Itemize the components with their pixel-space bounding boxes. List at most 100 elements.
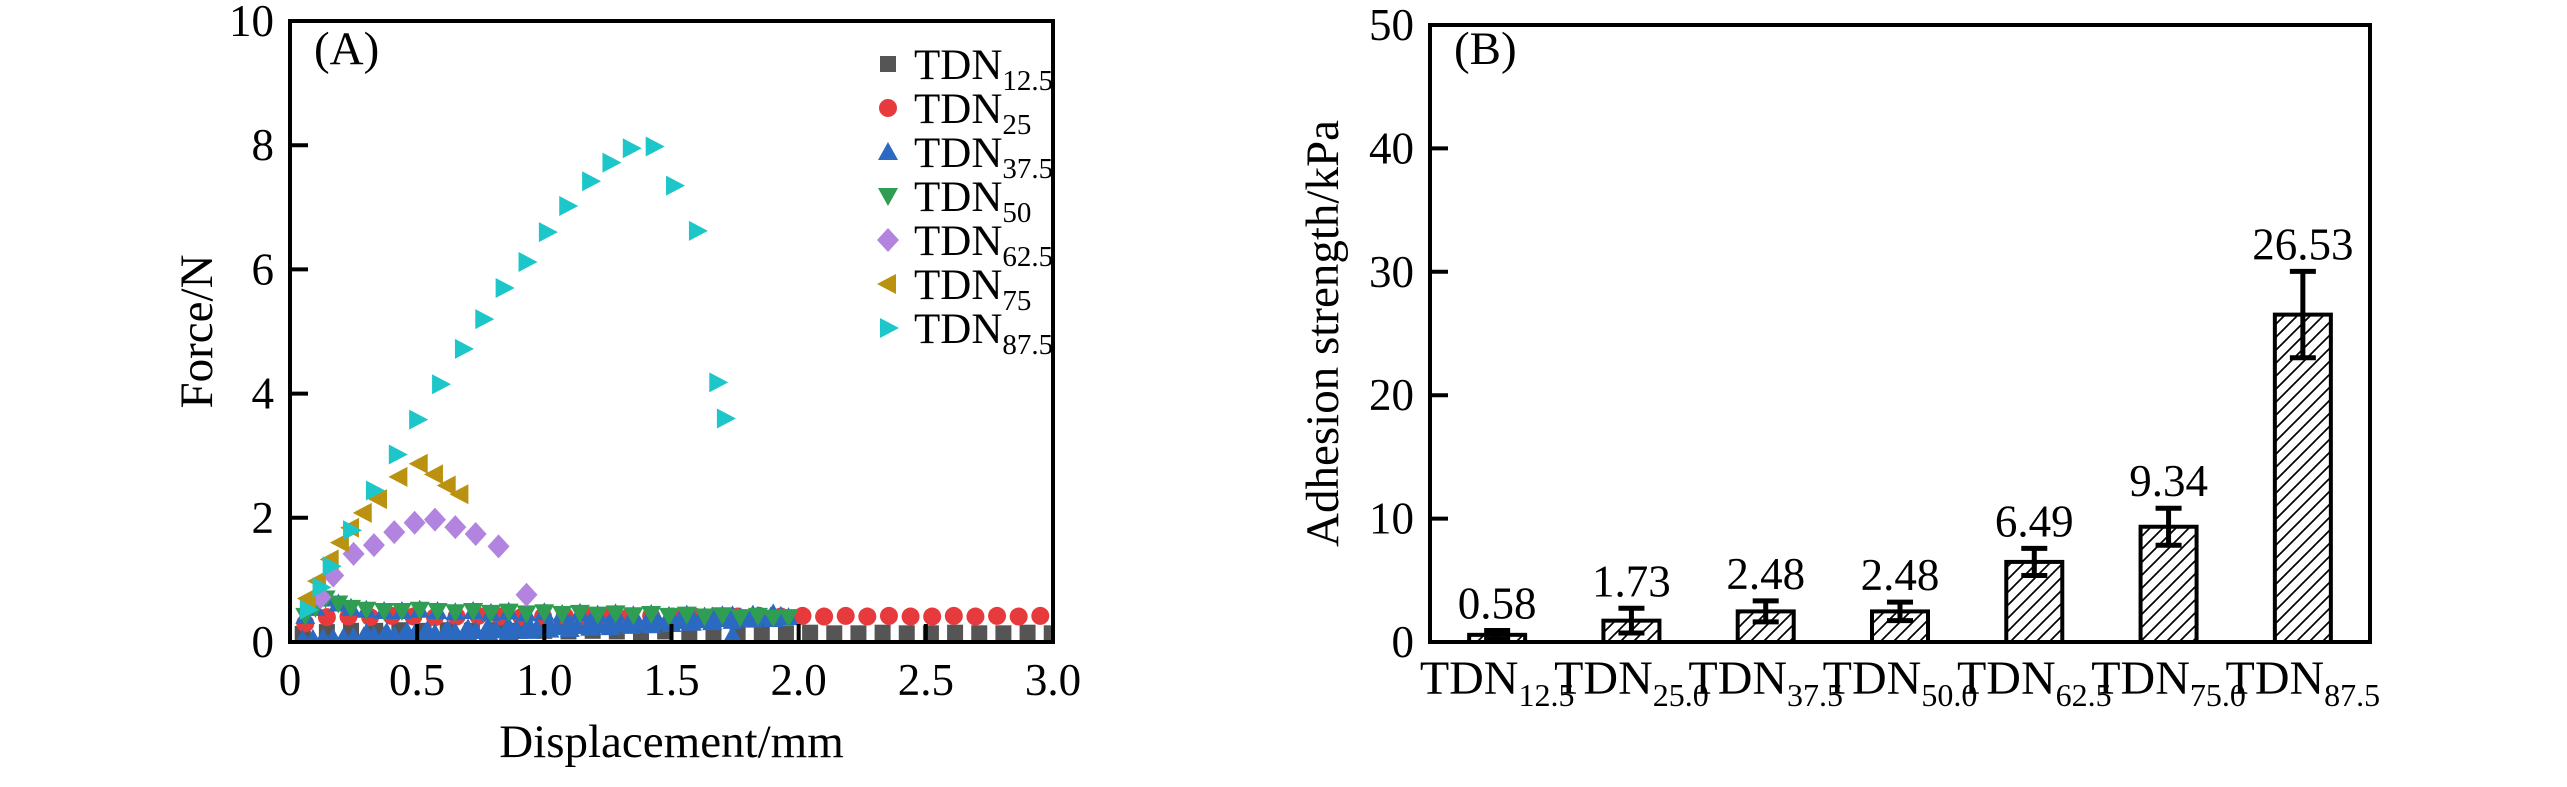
data-point: [988, 606, 1007, 625]
data-point: [747, 607, 768, 626]
data-point: [622, 138, 642, 159]
data-point: [901, 607, 920, 626]
data-point: [409, 601, 430, 620]
data-point: [793, 606, 812, 625]
legend-marker-square-icon: [880, 56, 896, 72]
data-point: [858, 607, 877, 626]
data-point: [623, 607, 644, 626]
data-point: [947, 624, 964, 641]
y-tick-label: 10: [229, 0, 274, 46]
data-point: [356, 601, 377, 620]
data-point: [605, 605, 626, 624]
data-point: [971, 625, 988, 642]
data-point: [388, 444, 408, 465]
data-point: [1031, 606, 1050, 625]
y-axis: 0 2 4 6 8 10: [229, 0, 308, 667]
data-point: [423, 507, 446, 532]
data-point: [299, 599, 319, 620]
data-point: [356, 623, 377, 642]
bar-value-label: 9.34: [2129, 456, 2208, 506]
y-tick-label: 6: [252, 244, 275, 294]
y-tick-label: 10: [1369, 494, 1414, 544]
data-point: [518, 251, 538, 272]
data-point: [432, 374, 452, 395]
y-tick-label: 2: [252, 493, 275, 543]
data-point: [295, 629, 310, 642]
plot-box: [1428, 23, 2372, 644]
data-point: [495, 278, 515, 299]
data-point: [315, 628, 331, 642]
bars: 0.58 1.73 2.48 2.48 6.49 9.34 26.53: [1458, 219, 2353, 644]
legend-marker-triangle-up-icon: [878, 142, 898, 160]
legend-marker-diamond-icon: [877, 228, 899, 252]
x-tick-label: 0: [279, 655, 302, 705]
y-tick-label: 8: [252, 120, 275, 170]
data-point: [602, 152, 622, 173]
data-point: [427, 602, 448, 621]
x-tick-label: 2.0: [771, 655, 827, 705]
data-point: [709, 372, 729, 393]
data-point: [944, 606, 963, 625]
data-point: [826, 625, 843, 642]
data-point: [445, 604, 466, 623]
data-point: [815, 607, 834, 626]
legend-marker-triangle-down-icon: [878, 188, 898, 206]
x-tick-label: 3.0: [1025, 655, 1081, 705]
data-point: [478, 622, 499, 641]
data-point: [620, 615, 641, 634]
data-point: [879, 606, 898, 625]
data-point: [396, 621, 417, 640]
y-tick-label: 50: [1369, 0, 1414, 50]
data-point: [437, 619, 458, 638]
data-point: [1009, 607, 1028, 626]
panel-a-scatter-chart: 0 0.5 1.0 1.5 2.0 2.5 3.0 0 2 4 6 8 10 Displacement/m…: [171, 0, 1081, 768]
data-point: [403, 510, 426, 535]
x-tick-label: 1.5: [643, 655, 699, 705]
series-TDN50: [295, 590, 799, 628]
data-point: [587, 606, 608, 625]
data-point: [475, 309, 495, 330]
x-axis-title: Displacement/mm: [499, 716, 844, 768]
data-point: [487, 534, 510, 559]
legend-marker-circle-icon: [879, 99, 897, 117]
panel-b-bar-chart: 0.58 1.73 2.48 2.48 6.49 9.34 26.53 TDN12.5TDN2…: [1297, 0, 2380, 713]
data-point: [600, 617, 621, 636]
error-bar: [2155, 505, 2182, 548]
data-point: [458, 623, 479, 642]
x-tick-label: 2.5: [898, 655, 954, 705]
data-point: [362, 533, 385, 558]
data-point: [730, 609, 751, 628]
data-point: [836, 606, 855, 625]
legend: TDN12.5TDN25TDN37.5TDN50TDN62.5TDN75TDN8…: [877, 42, 1053, 361]
y-tick-label: 0: [252, 617, 275, 667]
data-point: [480, 604, 501, 623]
data-point: [874, 624, 891, 641]
error-bar: [1618, 605, 1645, 636]
data-point: [408, 453, 428, 474]
data-point: [343, 520, 363, 541]
bar-TDN87.5: [2272, 312, 2333, 644]
panel-b-label: (B): [1454, 23, 1517, 75]
data-point: [383, 520, 406, 545]
data-point: [341, 599, 362, 618]
y-tick-label: 40: [1369, 123, 1414, 173]
data-point: [498, 603, 519, 622]
y-axis-title: Force/N: [171, 254, 223, 408]
x-axis: 0 0.5 1.0 1.5 2.0 2.5 3.0: [279, 624, 1081, 705]
data-point: [409, 409, 429, 430]
data-point: [516, 605, 537, 624]
data-point: [449, 484, 469, 505]
error-bar: [2021, 545, 2048, 578]
data-point: [723, 625, 742, 642]
data-point: [436, 475, 456, 496]
data-point: [688, 220, 708, 241]
data-point: [538, 222, 558, 243]
legend-label: TDN87.5: [914, 306, 1053, 361]
data-point: [559, 618, 580, 637]
data-point: [464, 521, 487, 546]
data-point: [423, 464, 443, 485]
bar-value-label: 1.73: [1592, 556, 1671, 606]
category-label: TDN87.5: [2226, 652, 2381, 713]
